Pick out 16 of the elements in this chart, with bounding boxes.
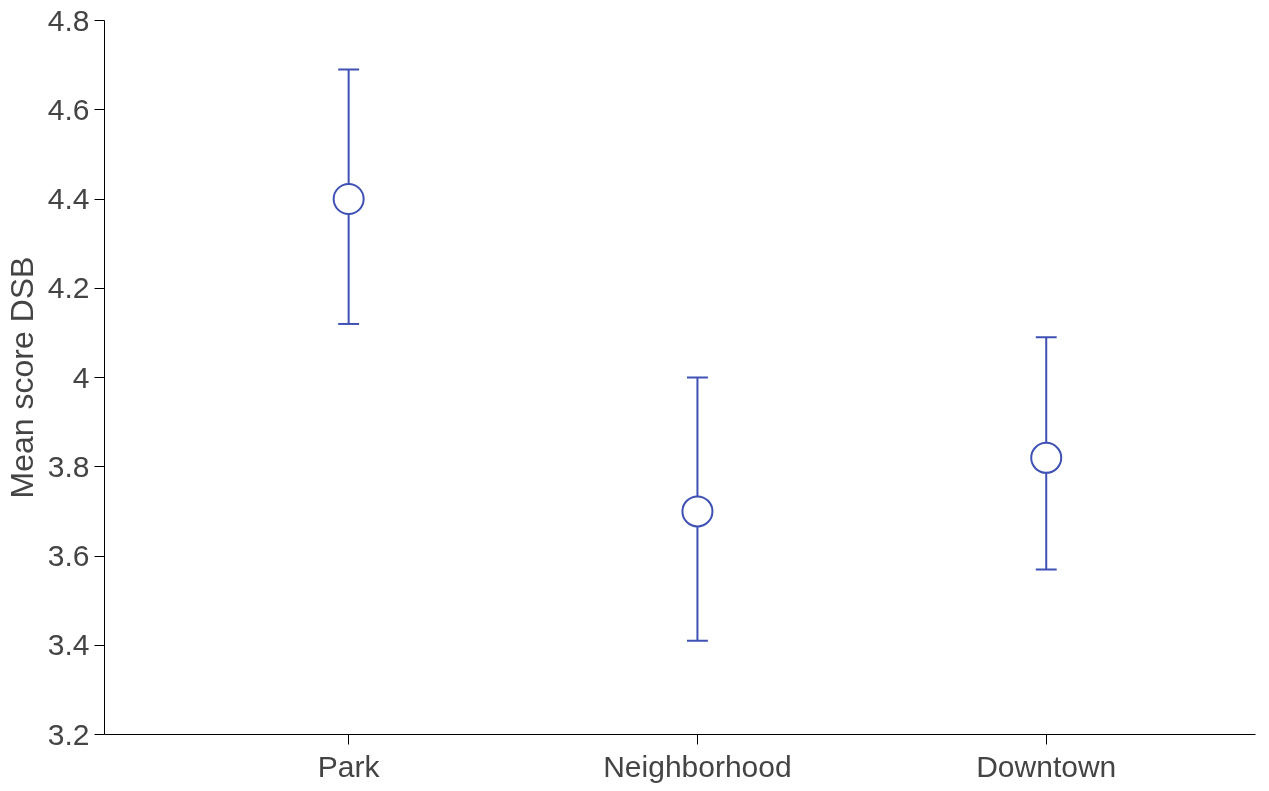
y-tick-label: 4.4	[47, 182, 90, 215]
y-tick-label: 4	[72, 360, 90, 394]
y-axis-title: Mean score DSB	[3, 256, 40, 499]
point	[681, 495, 714, 528]
y-tick-label: 4.2	[47, 271, 90, 305]
x-tick-label: Downtown	[976, 749, 1117, 783]
point	[332, 183, 365, 215]
y-tick-label: 3.2	[47, 717, 90, 751]
y-tick-label: 4.8	[47, 3, 90, 37]
y-tick-label: 4.6	[47, 92, 90, 126]
y-tick-label: 3.4	[47, 628, 90, 662]
x-tick-label: Park	[317, 749, 381, 783]
x-tick-label: Neighborhood	[603, 749, 792, 783]
point	[1030, 441, 1063, 474]
y-tick-label: 3.6	[47, 539, 90, 572]
y-tick-label: 3.8	[47, 449, 90, 483]
